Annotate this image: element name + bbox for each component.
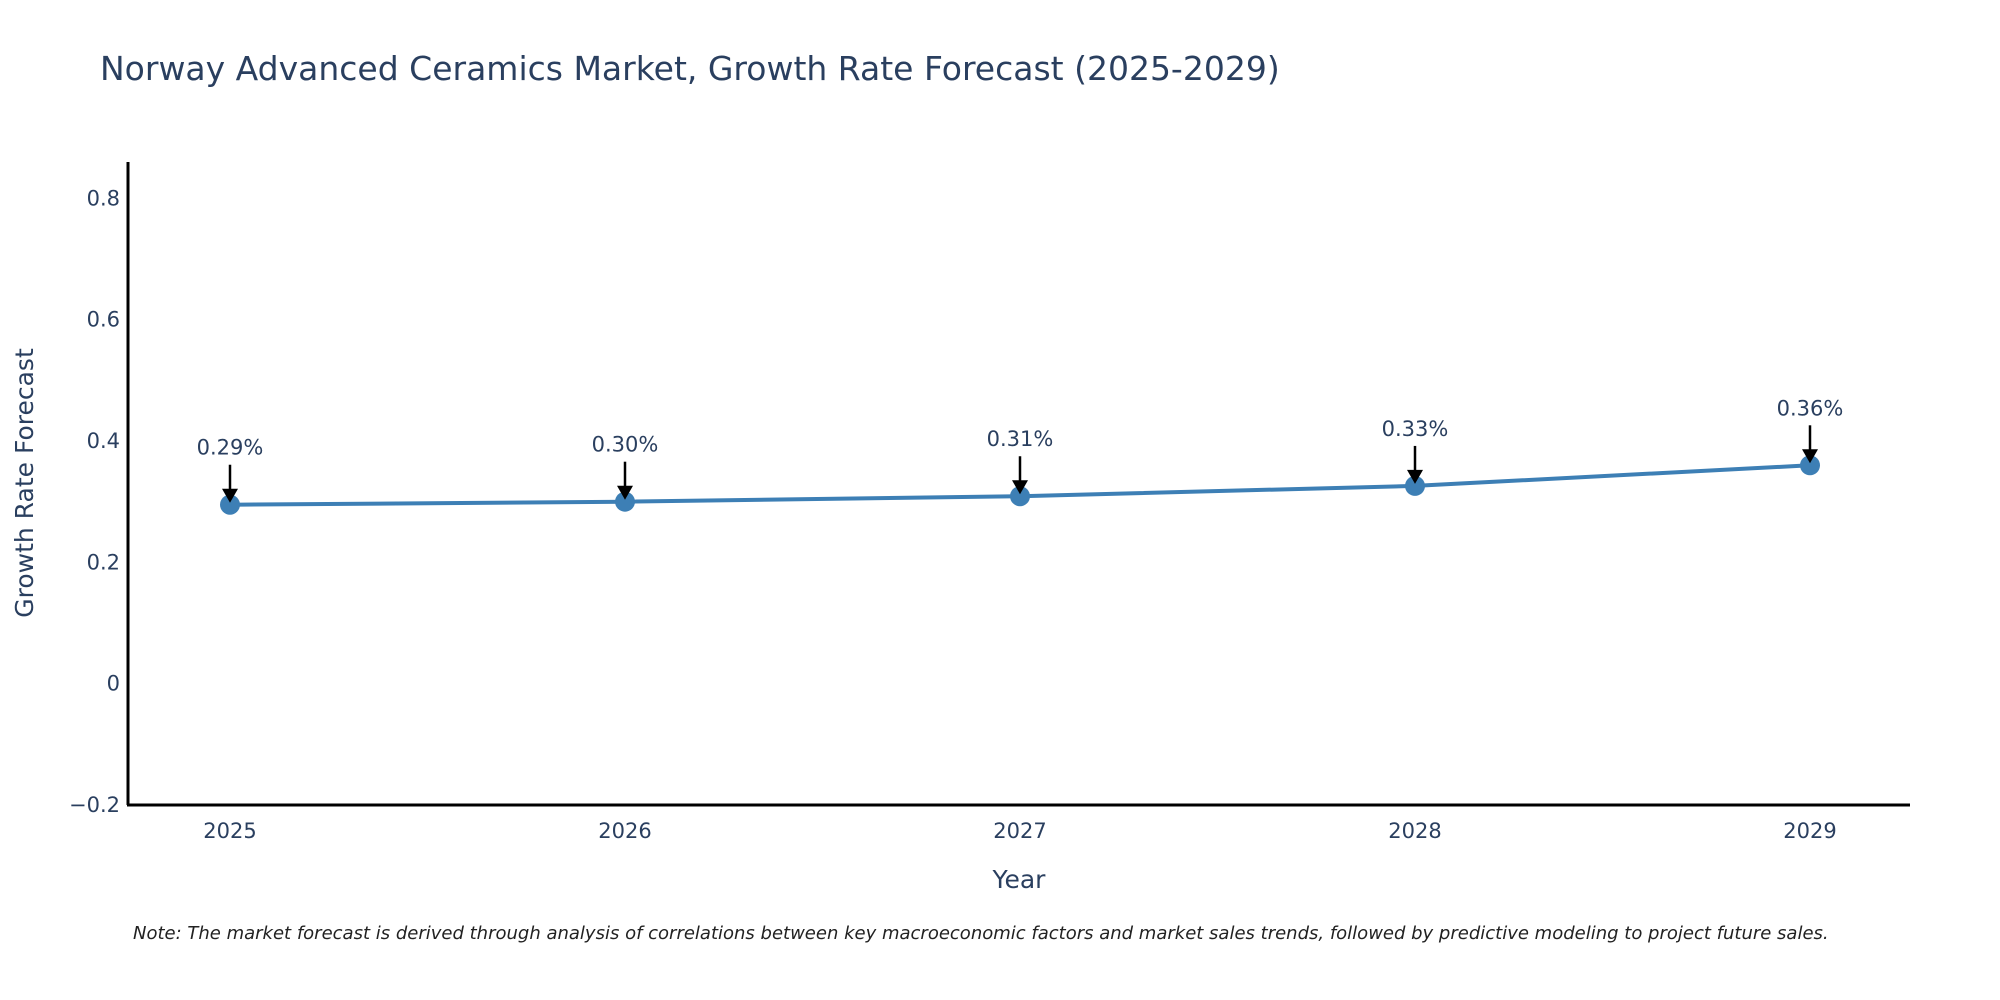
x-axis-ticks: 2025 2026 2027 2028 2029 <box>203 819 1836 843</box>
annotation-arrow-head <box>617 485 633 500</box>
footnote: Note: The market forecast is derived thr… <box>133 923 1829 944</box>
data-label: 0.31% <box>987 427 1054 451</box>
y-tick-label: −0.2 <box>69 793 120 817</box>
series-group: 0.29% 0.30% 0.31% 0.33% 0.36% <box>197 396 1844 515</box>
annotation-arrow-head <box>222 488 238 503</box>
y-tick-label: 0.6 <box>87 308 120 332</box>
chart-title: Norway Advanced Ceramics Market, Growth … <box>100 49 1280 88</box>
data-label: 0.33% <box>1382 417 1449 441</box>
y-axis-ticks: −0.2 0 0.2 0.4 0.6 0.8 <box>69 186 120 817</box>
data-point <box>615 491 635 512</box>
annotation-arrow-head <box>1802 449 1818 464</box>
data-label: 0.29% <box>197 436 264 460</box>
data-label: 0.36% <box>1777 396 1844 420</box>
x-tick-label: 2028 <box>1388 819 1441 843</box>
y-axis-title: Growth Rate Forecast <box>10 348 39 618</box>
y-tick-label: 0 <box>107 672 120 696</box>
x-tick-label: 2029 <box>1783 819 1836 843</box>
data-point <box>1405 475 1425 496</box>
annotation-arrow-head <box>1407 469 1423 484</box>
data-point <box>220 494 240 515</box>
data-point <box>1010 486 1030 507</box>
x-tick-label: 2027 <box>993 819 1046 843</box>
y-tick-label: 0.2 <box>87 550 120 574</box>
x-tick-label: 2025 <box>203 819 256 843</box>
y-tick-label: 0.8 <box>87 186 120 210</box>
data-label: 0.30% <box>592 433 659 457</box>
y-tick-label: 0.4 <box>87 429 120 453</box>
x-axis-title: Year <box>992 865 1047 894</box>
data-point <box>1800 455 1820 476</box>
x-tick-label: 2026 <box>598 819 651 843</box>
annotation-arrow-head <box>1012 480 1028 495</box>
